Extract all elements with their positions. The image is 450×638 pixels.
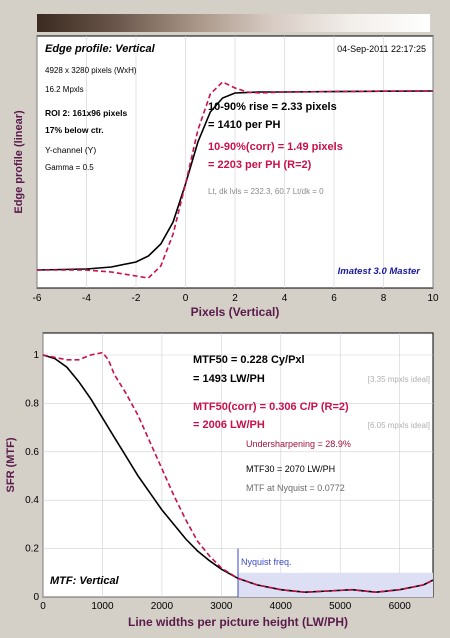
megapixels-text: 16.2 Mpxls — [45, 85, 84, 94]
edge-profile-line — [36, 90, 434, 271]
edge-x-tick-label: 4 — [282, 293, 288, 304]
edge-profile-corrected-line — [37, 81, 434, 279]
mtf50-corr-text: MTF50(corr) = 0.306 C/P (R=2) — [193, 401, 349, 413]
mtf-y-tick-label: 0.8 — [25, 398, 39, 409]
mtf50-lwph-text: = 1493 LW/PH — [193, 373, 265, 385]
mtf-title: MTF: Vertical — [50, 575, 120, 587]
undersharpening-text: Undersharpening = 28.9% — [246, 439, 351, 449]
edge-x-tick-label: 6 — [331, 293, 337, 304]
mtf-nyquist-text: MTF at Nyquist = 0.0772 — [246, 483, 345, 493]
channel-text: Y-channel (Y) — [45, 145, 96, 155]
levels-text: Lt, dk lvls = 232.3, 60.7 Lt/dk = 0 — [208, 187, 324, 196]
mtf-x-tick-label: 1000 — [91, 601, 114, 612]
mtf50-ideal-text: [3.35 mpxls ideal] — [368, 375, 430, 384]
nyquist-label: Nyquist freq. — [241, 557, 292, 567]
image-size-text: 4928 x 3280 pixels (WxH) — [45, 66, 137, 75]
rise-corr-text: 10-90%(corr) = 1.49 pixels — [208, 141, 343, 153]
mtf-x-tick-label: 5000 — [329, 601, 352, 612]
edge-x-tick-label: 2 — [232, 293, 238, 304]
roi-text: ROI 2: 161x96 pixels — [45, 108, 127, 118]
edge-x-tick-label: -2 — [132, 293, 141, 304]
mtf-y-axis-label: SFR (MTF) — [5, 437, 17, 492]
mtf-y-tick-label: 0 — [33, 592, 39, 603]
edge-x-tick-label: 10 — [427, 293, 439, 304]
mtf50-corr-ideal-text: [6.05 mpxls ideal] — [368, 421, 430, 430]
edge-x-axis-label: Pixels (Vertical) — [191, 305, 280, 319]
mtf-x-tick-label: 4000 — [270, 601, 293, 612]
edge-title: Edge profile: Vertical — [45, 43, 156, 55]
mtf-corrected-line — [42, 351, 434, 594]
mtf-y-tick-label: 0.2 — [25, 544, 39, 555]
rise-text: 10-90% rise = 2.33 pixels — [208, 101, 337, 113]
mtf30-text: MTF30 = 2070 LW/PH — [246, 464, 335, 474]
edge-x-tick-label: 0 — [183, 293, 189, 304]
edge-x-tick-label: 8 — [381, 293, 387, 304]
edge-x-tick-label: -4 — [82, 293, 91, 304]
mtf50-text: MTF50 = 0.228 Cy/Pxl — [193, 354, 305, 366]
mtf-x-tick-label: 6000 — [389, 601, 412, 612]
edge-x-tick-label: -6 — [33, 293, 42, 304]
mtf50-corr-lwph-text: = 2006 LW/PH — [193, 419, 265, 431]
mtf-y-tick-label: 0.6 — [25, 447, 39, 458]
rise-per-ph-text: = 1410 per PH — [208, 119, 281, 131]
beyond-nyquist-region — [238, 572, 433, 597]
roi-position-text: 17% below ctr. — [45, 125, 104, 135]
timestamp: 04-Sep-2011 22:17:25 — [337, 44, 426, 54]
rise-corr-per-ph-text: = 2203 per PH (R=2) — [208, 159, 312, 171]
gamma-text: Gamma = 0.5 — [45, 163, 94, 172]
mtf-x-axis-label: Line widths per picture height (LW/PH) — [128, 615, 348, 629]
brand-label: Imatest 3.0 Master — [338, 266, 422, 277]
edge-y-axis-label: Edge profile (linear) — [13, 110, 25, 214]
mtf-y-tick-label: 1 — [33, 350, 39, 361]
mtf-x-tick-label: 2000 — [151, 601, 174, 612]
mtf-x-tick-label: 0 — [40, 601, 46, 612]
tone-gradient-strip — [37, 14, 430, 32]
mtf-x-tick-label: 3000 — [210, 601, 233, 612]
mtf-y-tick-label: 0.4 — [25, 495, 39, 506]
